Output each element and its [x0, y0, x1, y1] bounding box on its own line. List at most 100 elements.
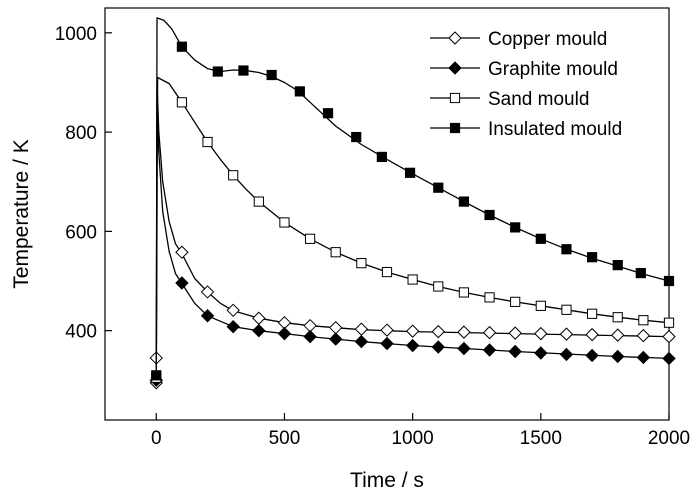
data-point [294, 86, 305, 97]
plot-frame [104, 7, 670, 421]
legend-label: Graphite mould [488, 59, 618, 80]
data-point [151, 370, 162, 381]
data-point [226, 319, 240, 334]
data-point [238, 65, 249, 76]
data-point [559, 327, 574, 341]
data-point [277, 316, 292, 330]
data-point [354, 334, 369, 349]
data-point [322, 108, 334, 119]
data-point [534, 326, 548, 341]
data-point [228, 170, 239, 181]
data-point [484, 209, 495, 221]
legend-marker [448, 31, 462, 45]
y-tick-label: 600 [65, 222, 97, 243]
data-point [202, 136, 213, 148]
data-point [380, 336, 394, 351]
data-point [561, 244, 572, 255]
y-tick-label: 400 [65, 322, 97, 343]
x-tick-label: 2000 [648, 428, 690, 449]
data-point [252, 323, 266, 338]
data-point [405, 338, 420, 353]
data-point [612, 260, 623, 271]
series-insulated-mould [151, 17, 675, 381]
data-point [431, 324, 445, 339]
data-point [611, 349, 625, 364]
series-sand-mould [151, 76, 675, 383]
data-point [635, 267, 646, 279]
data-point [433, 182, 444, 193]
data-point [266, 69, 277, 81]
legend-marker [449, 122, 461, 134]
data-point [586, 252, 598, 263]
x-tick-label: 1500 [520, 428, 562, 449]
x-axis-title: Time / s [350, 469, 424, 492]
series-copper-mould [149, 81, 676, 390]
data-point [175, 245, 189, 259]
legend-label: Insulated mould [488, 119, 622, 140]
data-point [351, 131, 362, 143]
data-point [303, 318, 317, 333]
data-point [611, 328, 625, 342]
legend-label: Copper mould [488, 29, 607, 50]
data-point [662, 329, 676, 344]
legend-label: Sand mould [488, 89, 589, 110]
data-point [458, 196, 470, 207]
data-point [277, 326, 292, 341]
data-point [534, 346, 548, 360]
x-tick-label: 500 [269, 428, 301, 449]
series-layer [149, 17, 676, 390]
data-point [329, 320, 343, 335]
data-point [482, 343, 497, 357]
axis-ticks: 0 500 1000 1500 2000 400 600 800 1000 [55, 24, 690, 449]
series-graphite-mould [149, 91, 676, 387]
y-axis-title: Temperature / K [10, 139, 33, 288]
data-point [457, 325, 471, 339]
data-point [585, 327, 599, 342]
data-point [484, 292, 495, 303]
data-point [508, 344, 522, 359]
data-point [585, 348, 599, 363]
data-point [329, 332, 343, 346]
data-point [662, 351, 676, 366]
data-point [330, 247, 341, 258]
legend-item: Insulated mould [430, 119, 622, 140]
data-point [535, 300, 546, 311]
x-tick-label: 1000 [391, 428, 433, 449]
data-point [356, 258, 367, 269]
data-point [431, 340, 445, 354]
data-point [253, 196, 264, 207]
data-point [200, 285, 215, 299]
data-point [638, 315, 649, 326]
data-point [482, 325, 497, 340]
data-point [252, 311, 266, 325]
data-point [176, 41, 188, 52]
legend-marker [449, 92, 461, 104]
data-point [304, 233, 316, 244]
data-point [663, 317, 675, 328]
data-point [279, 217, 290, 228]
data-point [457, 341, 471, 356]
legend: Copper mould Graphite mould Sand mould Insu… [430, 29, 622, 140]
data-point [405, 324, 420, 338]
y-tick-label: 800 [65, 123, 97, 144]
data-point [636, 328, 651, 343]
data-point [226, 303, 240, 318]
data-point [376, 151, 387, 163]
x-tick-label: 0 [151, 428, 162, 449]
data-point [510, 222, 521, 233]
data-point [636, 350, 651, 365]
data-point [510, 296, 521, 307]
data-point [559, 347, 574, 362]
data-point [381, 266, 393, 278]
data-point [303, 329, 317, 344]
data-point [176, 97, 188, 108]
data-point [212, 66, 223, 77]
data-point [612, 312, 623, 323]
legend-item: Sand mould [430, 89, 589, 110]
legend-item: Graphite mould [430, 59, 618, 80]
data-point [663, 275, 675, 287]
data-point [458, 287, 470, 298]
data-point [535, 233, 546, 244]
data-point [508, 326, 522, 340]
